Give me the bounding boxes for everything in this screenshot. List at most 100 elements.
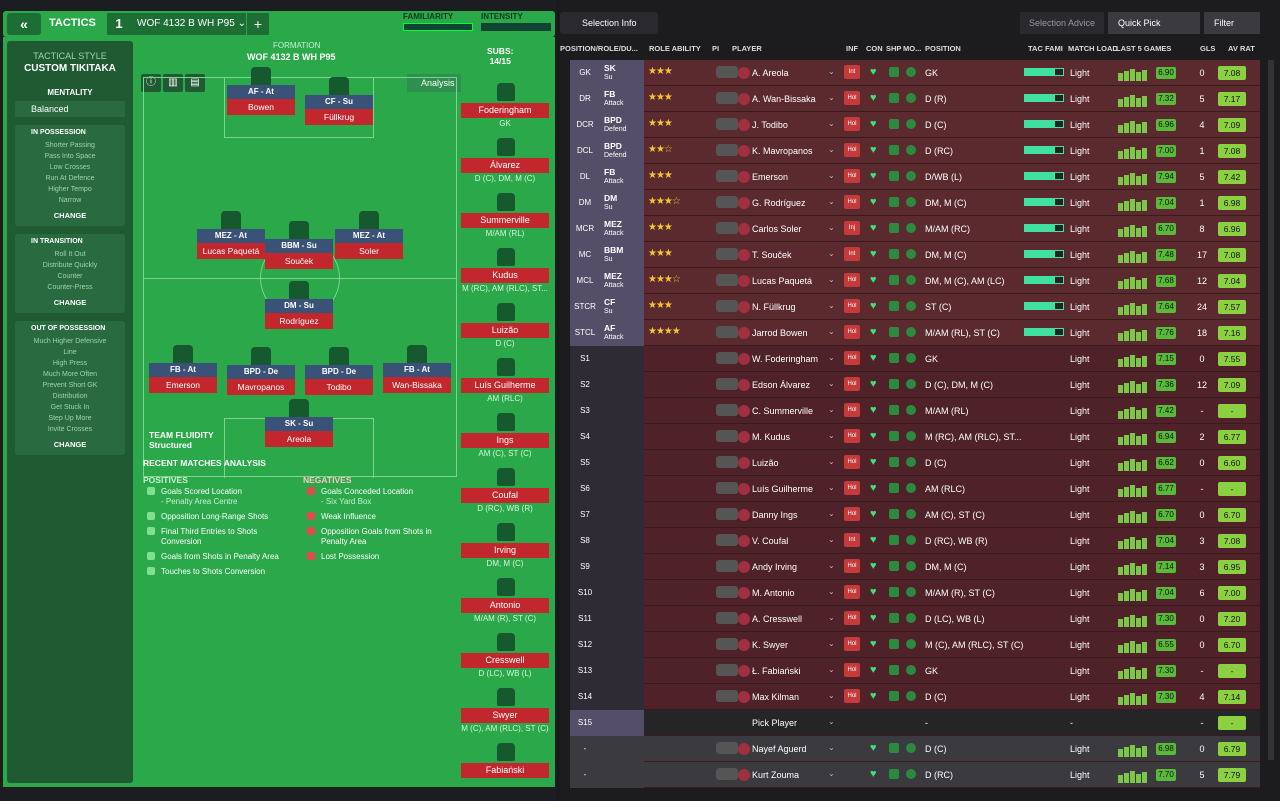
role-duty-select[interactable]: [600, 398, 644, 424]
position-slot[interactable]: -: [570, 736, 600, 762]
role-duty-select[interactable]: [600, 476, 644, 502]
pitch-player[interactable]: BPD - De Mavropanos: [227, 347, 295, 399]
table-row[interactable]: DL FB Attack ★★★ Emerson ⌄ Hol ♥ D/WB (L) Light 7.…: [570, 164, 1260, 190]
column-header[interactable]: TAC FAMI: [1028, 44, 1063, 53]
position-slot[interactable]: S4: [570, 424, 600, 450]
table-row[interactable]: MC BBM Su ★★★ T. Souček ⌄ Int ♥ DM, M (C) Light 7.…: [570, 242, 1260, 268]
pitch-view-icon[interactable]: ▤: [185, 74, 205, 92]
pitch-player[interactable]: MEZ - At Soler: [335, 211, 403, 263]
chevron-down-icon[interactable]: ⌄: [828, 223, 835, 232]
role-duty-select[interactable]: SK Su: [600, 60, 644, 86]
position-slot[interactable]: S1: [570, 346, 600, 372]
player-instructions-icon[interactable]: [716, 222, 738, 234]
column-header[interactable]: INF: [846, 44, 859, 53]
position-slot[interactable]: S11: [570, 606, 600, 632]
role-duty-select[interactable]: FB Attack: [600, 86, 644, 112]
table-row[interactable]: S12 K. Swyer ⌄ Hol ♥ M (C), AM (RLC), ST (C) L…: [570, 632, 1260, 658]
tactic-select[interactable]: WOF 4132 B WH P95 ⌄: [131, 13, 246, 35]
chevron-down-icon[interactable]: ⌄: [828, 587, 835, 596]
position-slot[interactable]: S8: [570, 528, 600, 554]
tactical-style-select[interactable]: CUSTOM TIKITAKA: [24, 63, 116, 74]
player-instructions-icon[interactable]: [716, 274, 738, 286]
player-instructions-icon[interactable]: [716, 742, 738, 754]
table-row[interactable]: S9 Andy Irving ⌄ Hol ♥ DM, M (C) Light 7.14 3 6.9…: [570, 554, 1260, 580]
role-duty-select[interactable]: [600, 528, 644, 554]
chevron-down-icon[interactable]: ⌄: [828, 613, 835, 622]
player-instructions-icon[interactable]: [716, 352, 738, 364]
player-instructions-icon[interactable]: [716, 482, 738, 494]
role-duty-select[interactable]: MEZ Attack: [600, 268, 644, 294]
player-instructions-icon[interactable]: [716, 300, 738, 312]
table-row[interactable]: STCR CF Su ★★★ N. Füllkrug ⌄ Hol ♥ ST (C) Light 7.…: [570, 294, 1260, 320]
position-slot[interactable]: S7: [570, 502, 600, 528]
role-duty-select[interactable]: BPD Defend: [600, 112, 644, 138]
role-duty-select[interactable]: FB Attack: [600, 164, 644, 190]
position-slot[interactable]: S3: [570, 398, 600, 424]
position-slot[interactable]: DCL: [570, 138, 600, 164]
player-name[interactable]: Danny Ings: [752, 510, 798, 520]
role-duty-select[interactable]: DM Su: [600, 190, 644, 216]
column-header[interactable]: POSITION: [925, 44, 961, 53]
role-duty-select[interactable]: AF Attack: [600, 320, 644, 346]
position-slot[interactable]: S15: [570, 710, 600, 736]
player-name[interactable]: Pick Player: [752, 718, 798, 728]
table-row[interactable]: S8 V. Coufal ⌄ Int ♥ D (RC), WB (R) Light 7.04 3…: [570, 528, 1260, 554]
column-header[interactable]: MO...: [903, 44, 922, 53]
role-duty-select[interactable]: [600, 762, 644, 788]
add-tactic-button[interactable]: +: [247, 13, 269, 35]
position-slot[interactable]: S13: [570, 658, 600, 684]
pitch-player[interactable]: AF - At Bowen: [227, 67, 295, 119]
sub-player[interactable]: Kudus M (RC), AM (RLC), ST...: [461, 248, 549, 293]
player-instructions-icon[interactable]: [716, 612, 738, 624]
chevron-down-icon[interactable]: ⌄: [828, 93, 835, 102]
change-out-of-possession-button[interactable]: CHANGE: [53, 440, 87, 449]
chevron-down-icon[interactable]: ⌄: [828, 561, 835, 570]
player-instructions-icon[interactable]: [716, 768, 738, 780]
pitch-player[interactable]: SK - Su Areola: [265, 399, 333, 451]
sub-player[interactable]: Coufal D (RC), WB (R): [461, 468, 549, 513]
table-row[interactable]: - Nayef Aguerd ⌄ ♥ D (C) Light 6.98 0 6.79: [570, 736, 1260, 762]
table-row[interactable]: DM DM Su ★★★☆ G. Rodríguez ⌄ Hol ♥ DM, M (C) Ligh…: [570, 190, 1260, 216]
pitch-player[interactable]: BBM - Su Souček: [265, 221, 333, 273]
sub-player[interactable]: Swyer M (C), AM (RLC), ST (C): [461, 688, 549, 733]
position-slot[interactable]: STCR: [570, 294, 600, 320]
player-name[interactable]: T. Souček: [752, 250, 792, 260]
column-header[interactable]: GLS: [1200, 44, 1216, 53]
chevron-down-icon[interactable]: ⌄: [828, 275, 835, 284]
chevron-down-icon[interactable]: ⌄: [828, 249, 835, 258]
column-header[interactable]: AV RAT: [1228, 44, 1255, 53]
table-row[interactable]: S11 A. Cresswell ⌄ Hol ♥ D (LC), WB (L) Light 7…: [570, 606, 1260, 632]
player-instructions-icon[interactable]: [716, 196, 738, 208]
selection-advice-button[interactable]: Selection Advice: [1020, 12, 1104, 34]
table-row[interactable]: S13 Ł. Fabiański ⌄ Hol ♥ GK Light 7.30 - -: [570, 658, 1260, 684]
chevron-down-icon[interactable]: ⌄: [828, 301, 835, 310]
player-name[interactable]: A. Areola: [752, 68, 789, 78]
player-name[interactable]: Nayef Aguerd: [752, 744, 807, 754]
back-button[interactable]: «: [7, 13, 41, 35]
chevron-down-icon[interactable]: ⌄: [828, 535, 835, 544]
position-slot[interactable]: S10: [570, 580, 600, 606]
position-slot[interactable]: DL: [570, 164, 600, 190]
chevron-down-icon[interactable]: ⌄: [828, 691, 835, 700]
analysis-button[interactable]: Analysis: [407, 74, 461, 92]
position-slot[interactable]: STCL: [570, 320, 600, 346]
player-instructions-icon[interactable]: [716, 144, 738, 156]
player-name[interactable]: Andy Irving: [752, 562, 798, 572]
role-duty-select[interactable]: [600, 606, 644, 632]
role-duty-select[interactable]: [600, 450, 644, 476]
table-row[interactable]: S1 W. Foderingham ⌄ Hol ♥ GK Light 7.15 0 7.55: [570, 346, 1260, 372]
player-instructions-icon[interactable]: [716, 404, 738, 416]
column-header[interactable]: PI: [712, 44, 720, 53]
position-slot[interactable]: S12: [570, 632, 600, 658]
player-instructions-icon[interactable]: [716, 586, 738, 598]
formation-select[interactable]: WOF 4132 B WH P95: [247, 52, 336, 62]
chevron-down-icon[interactable]: ⌄: [828, 457, 835, 466]
role-duty-select[interactable]: BBM Su: [600, 242, 644, 268]
player-name[interactable]: Lucas Paquetá: [752, 276, 813, 286]
chevron-down-icon[interactable]: ⌄: [828, 171, 835, 180]
position-slot[interactable]: GK: [570, 60, 600, 86]
player-name[interactable]: K. Mavropanos: [752, 146, 813, 156]
position-slot[interactable]: MC: [570, 242, 600, 268]
sub-player[interactable]: Foderingham GK: [461, 83, 549, 128]
table-row[interactable]: DCL BPD Defend ★★☆ K. Mavropanos ⌄ Hol ♥ D (RC) L…: [570, 138, 1260, 164]
